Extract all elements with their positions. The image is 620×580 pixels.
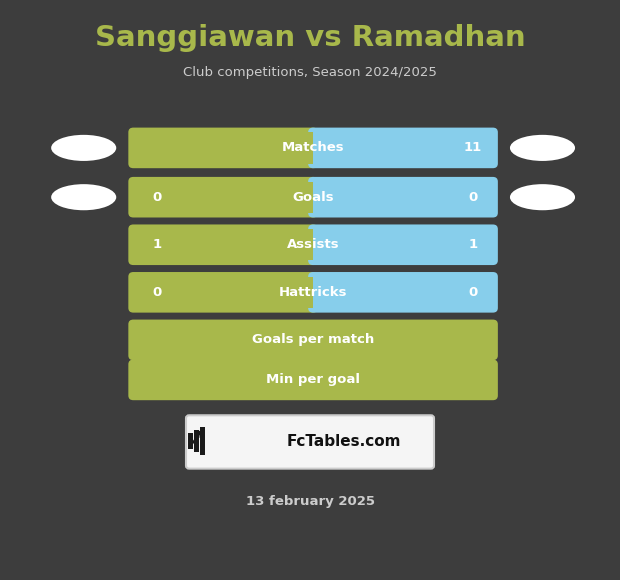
Text: 0: 0: [469, 191, 477, 204]
Bar: [313, 132, 321, 164]
FancyBboxPatch shape: [186, 415, 434, 469]
Text: Club competitions, Season 2024/2025: Club competitions, Season 2024/2025: [183, 66, 437, 79]
Bar: [313, 277, 321, 308]
Ellipse shape: [510, 184, 575, 211]
Text: 1: 1: [153, 238, 161, 251]
Text: 13 february 2025: 13 february 2025: [246, 495, 374, 508]
Bar: [313, 229, 321, 260]
Bar: [306, 182, 321, 213]
Text: Sanggiawan vs Ramadhan: Sanggiawan vs Ramadhan: [95, 24, 525, 52]
Bar: [306, 132, 321, 164]
Bar: [313, 182, 321, 213]
Bar: [188, 433, 193, 449]
Text: Goals: Goals: [292, 191, 334, 204]
FancyBboxPatch shape: [128, 272, 318, 313]
FancyBboxPatch shape: [308, 272, 498, 313]
FancyBboxPatch shape: [128, 177, 318, 218]
Bar: [306, 229, 321, 260]
Text: Min per goal: Min per goal: [266, 374, 360, 386]
FancyBboxPatch shape: [308, 177, 498, 218]
FancyBboxPatch shape: [128, 128, 318, 168]
Bar: [194, 430, 199, 452]
Text: 1: 1: [469, 238, 477, 251]
Text: Goals per match: Goals per match: [252, 334, 374, 346]
Text: FcTables.com: FcTables.com: [287, 434, 401, 450]
Ellipse shape: [510, 135, 575, 161]
Text: 11: 11: [464, 142, 482, 154]
Text: 0: 0: [153, 191, 161, 204]
Text: 0: 0: [469, 286, 477, 299]
FancyBboxPatch shape: [128, 360, 498, 400]
Text: Hattricks: Hattricks: [279, 286, 347, 299]
Ellipse shape: [51, 184, 117, 211]
Bar: [200, 427, 205, 455]
Bar: [306, 277, 321, 308]
FancyBboxPatch shape: [128, 224, 318, 265]
Text: Matches: Matches: [281, 142, 345, 154]
FancyBboxPatch shape: [308, 128, 498, 168]
FancyBboxPatch shape: [128, 320, 498, 360]
FancyBboxPatch shape: [308, 224, 498, 265]
Text: 0: 0: [153, 286, 161, 299]
Text: Assists: Assists: [287, 238, 339, 251]
Ellipse shape: [51, 135, 117, 161]
